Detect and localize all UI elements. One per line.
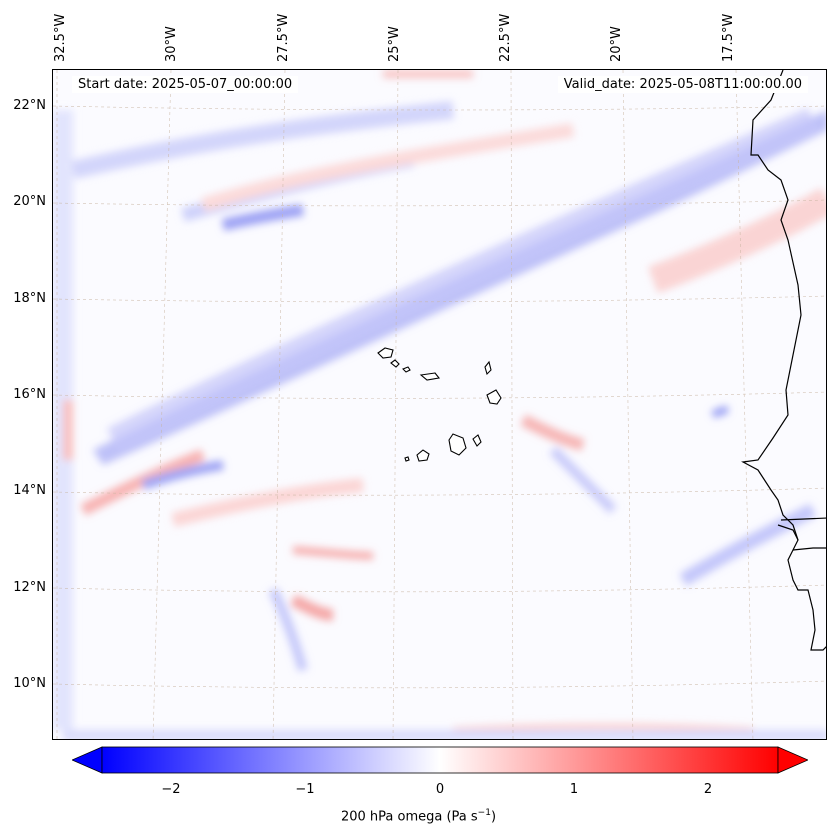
colorbar-graphic	[72, 746, 808, 774]
lon-label-25w: 25°W	[387, 26, 402, 62]
colorbar	[72, 746, 808, 774]
lon-label-30w: 30°W	[164, 26, 179, 62]
colorbar-label-text: 200 hPa omega (Pa s	[340, 809, 478, 825]
valid-date-label: Valid_date: 2025-05-08T11:00:00.00	[557, 76, 808, 93]
colorbar-label-exponent: −1	[477, 808, 491, 818]
lon-label-20w: 20°W	[609, 26, 624, 62]
lat-label-10n: 10°N	[13, 676, 46, 691]
colorbar-tick-neg2: −2	[161, 782, 181, 797]
graticule	[53, 70, 826, 739]
start-date-label: Start date: 2025-05-07_00:00:00	[72, 76, 299, 93]
coastline	[741, 70, 826, 651]
lon-label-22-5w: 22.5°W	[498, 13, 513, 62]
colorbar-tick-1: 1	[569, 782, 579, 797]
lon-label-32-5w: 32.5°W	[53, 13, 68, 62]
omega-shading	[53, 70, 826, 739]
lat-label-20n: 20°N	[13, 194, 46, 209]
colorbar-label-close: )	[490, 809, 497, 825]
colorbar-tick-neg1: −1	[295, 782, 315, 797]
lat-label-22n: 22°N	[13, 98, 46, 113]
lon-label-17-5w: 17.5°W	[721, 13, 736, 62]
lat-label-18n: 18°N	[13, 291, 46, 306]
colorbar-tick-2: 2	[703, 782, 713, 797]
lon-label-27-5w: 27.5°W	[276, 13, 291, 62]
colorbar-tick-0: 0	[435, 782, 445, 797]
colorbar-label: 200 hPa omega (Pa s−1)	[0, 808, 837, 824]
lat-label-12n: 12°N	[13, 580, 46, 595]
lat-label-14n: 14°N	[13, 483, 46, 498]
omega-field-map	[53, 70, 826, 739]
map-panel	[52, 69, 827, 740]
lat-label-16n: 16°N	[13, 387, 46, 402]
cape-verde-islands	[377, 347, 502, 462]
